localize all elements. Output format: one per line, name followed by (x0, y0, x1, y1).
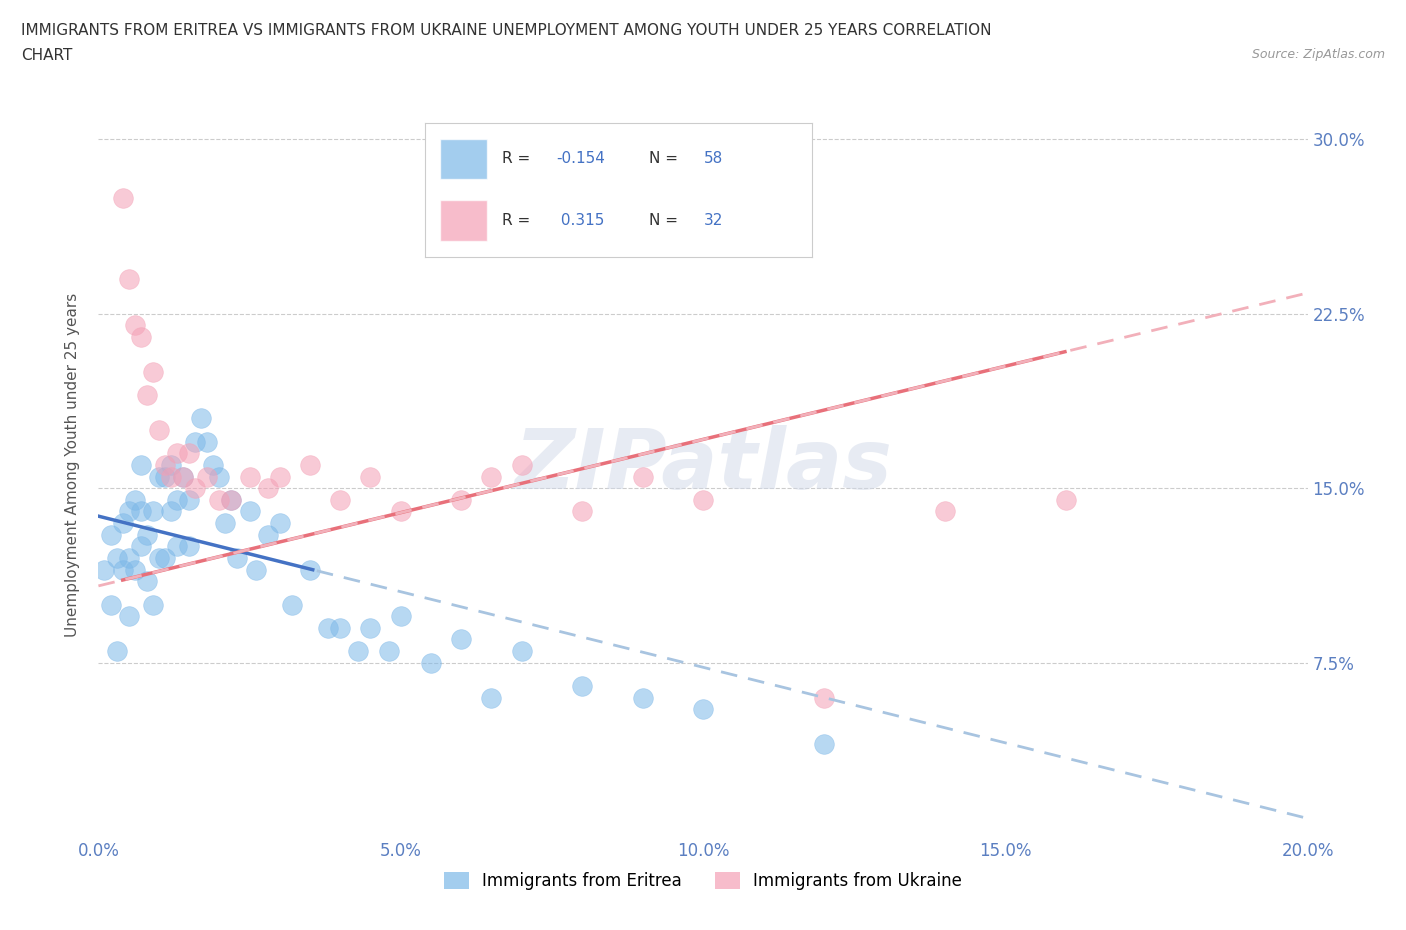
Point (420, 656, 443, 671)
Point (142, 504, 165, 519)
Point (226, 551, 249, 565)
Point (221, 493, 243, 508)
Point (239, 469, 262, 484)
Point (129, 504, 152, 519)
Point (118, 551, 141, 565)
Point (360, 469, 382, 484)
Point (148, 422, 170, 438)
Point (93, 562, 115, 577)
Point (118, 504, 141, 519)
Point (389, 609, 412, 624)
Point (269, 515, 291, 530)
Point (316, 620, 339, 635)
Text: Source: ZipAtlas.com: Source: ZipAtlas.com (1251, 48, 1385, 61)
Point (160, 504, 183, 519)
Point (1054, 493, 1077, 508)
Point (202, 458, 225, 472)
Point (571, 679, 593, 694)
Point (299, 458, 322, 472)
Point (481, 690, 503, 705)
Point (510, 644, 533, 658)
Point (256, 527, 278, 542)
Point (934, 504, 956, 519)
Point (166, 539, 188, 554)
Point (221, 493, 243, 508)
Point (360, 620, 382, 635)
Point (100, 527, 122, 542)
Legend: Immigrants from Eritrea, Immigrants from Ukraine: Immigrants from Eritrea, Immigrants from… (430, 858, 976, 903)
Point (510, 458, 533, 472)
Point (692, 493, 714, 508)
Point (135, 388, 157, 403)
Point (153, 551, 176, 565)
Point (450, 632, 472, 647)
Point (184, 481, 207, 496)
Point (135, 574, 157, 589)
Point (245, 562, 267, 577)
Point (118, 272, 141, 286)
Point (111, 190, 134, 205)
Point (179, 445, 201, 460)
Point (135, 527, 157, 542)
Point (329, 493, 352, 508)
Point (239, 504, 262, 519)
Point (129, 330, 152, 345)
Text: ZIPatlas: ZIPatlas (515, 424, 891, 506)
Text: IMMIGRANTS FROM ERITREA VS IMMIGRANTS FROM UKRAINE UNEMPLOYMENT AMONG YOUTH UNDE: IMMIGRANTS FROM ERITREA VS IMMIGRANTS FR… (21, 23, 991, 38)
Point (153, 469, 176, 484)
Point (813, 737, 835, 751)
Point (105, 644, 128, 658)
Point (269, 469, 291, 484)
Point (195, 469, 218, 484)
Point (377, 644, 399, 658)
Point (571, 504, 593, 519)
Point (148, 469, 170, 484)
Point (450, 493, 472, 508)
Point (129, 458, 152, 472)
Point (124, 562, 146, 577)
Point (142, 597, 165, 612)
Point (208, 493, 231, 508)
Point (347, 644, 370, 658)
Point (214, 515, 236, 530)
Point (813, 690, 835, 705)
Point (172, 469, 194, 484)
Point (142, 365, 165, 379)
Point (160, 458, 183, 472)
Point (179, 493, 201, 508)
Point (329, 620, 352, 635)
Point (166, 493, 188, 508)
Point (256, 481, 278, 496)
Point (299, 562, 322, 577)
Text: CHART: CHART (21, 48, 73, 63)
Point (100, 597, 122, 612)
Point (481, 469, 503, 484)
Point (105, 551, 128, 565)
Point (631, 469, 654, 484)
Point (184, 434, 207, 449)
Point (124, 493, 146, 508)
Point (166, 445, 188, 460)
Point (208, 469, 231, 484)
Point (124, 318, 146, 333)
Point (129, 539, 152, 554)
Point (148, 551, 170, 565)
Point (118, 609, 141, 624)
Point (179, 539, 201, 554)
Point (160, 469, 183, 484)
Point (631, 690, 654, 705)
Point (153, 458, 176, 472)
Point (190, 411, 212, 426)
Point (172, 469, 194, 484)
Point (389, 504, 412, 519)
Point (281, 597, 304, 612)
Point (111, 515, 134, 530)
Y-axis label: Unemployment Among Youth under 25 years: Unemployment Among Youth under 25 years (65, 293, 80, 637)
Point (195, 434, 218, 449)
Point (692, 702, 714, 717)
Point (111, 562, 134, 577)
